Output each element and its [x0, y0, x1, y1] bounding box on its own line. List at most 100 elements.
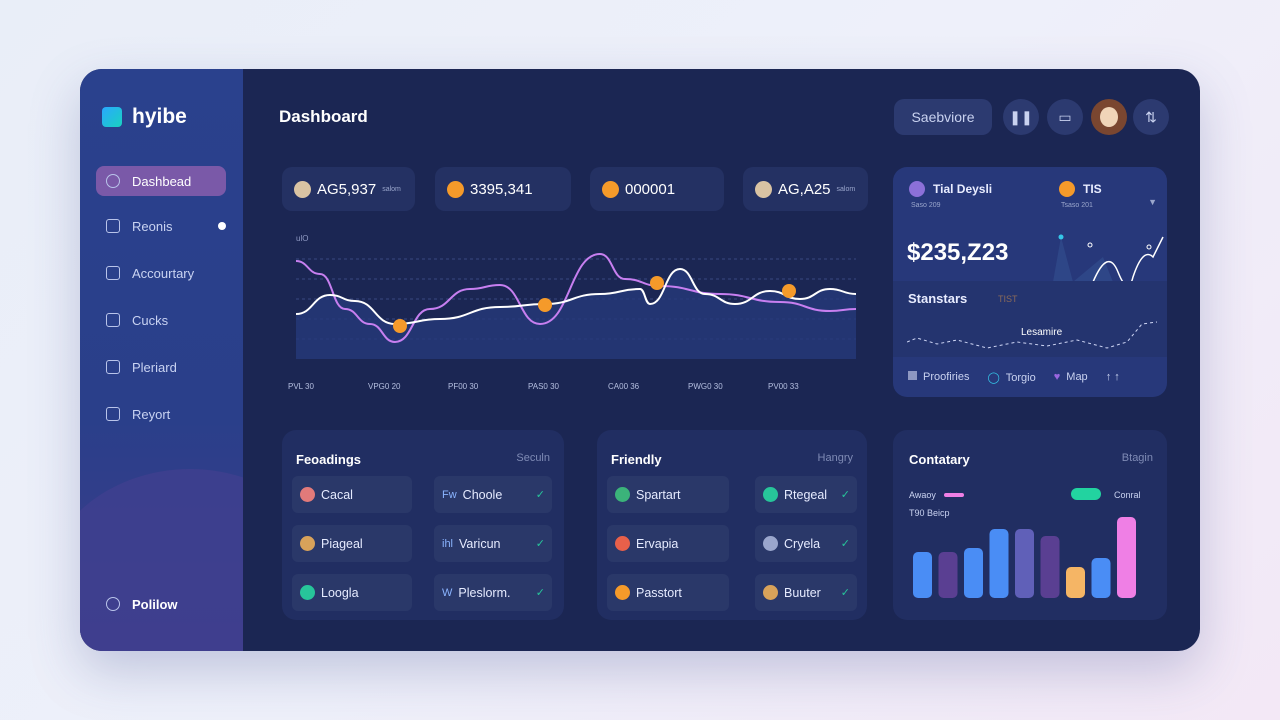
summary-amount: $235,Z23 [907, 239, 1009, 266]
list-item[interactable]: Loogla [292, 574, 412, 611]
data-marker[interactable] [393, 319, 407, 333]
toggle-switch[interactable] [1071, 488, 1101, 500]
avatar [294, 180, 311, 198]
bar[interactable] [1015, 529, 1034, 598]
list-item[interactable]: W Pleslorm. ✓ [434, 574, 552, 611]
list-item[interactable]: ihl Varicun ✓ [434, 525, 552, 562]
sidebar: hyibe Dashbead Reonis Accourtary Cucks P… [80, 69, 243, 651]
sidebar-item-label: Reyort [132, 406, 171, 422]
app-icon [300, 487, 315, 502]
search-button[interactable]: Saebviore [894, 99, 992, 135]
pause-icon: ❚❚ [1009, 108, 1033, 125]
panel-link[interactable]: Btagin [1121, 452, 1153, 464]
list-item[interactable]: Piageal [292, 525, 412, 562]
avatar[interactable] [1091, 99, 1127, 135]
series-line-white [295, 267, 857, 326]
tab-1[interactable]: Tial Deysli [909, 181, 992, 197]
cloud-icon: ◯ [987, 371, 1000, 384]
sidebar-decoration [80, 469, 243, 651]
list-item[interactable]: Cryela ✓ [755, 525, 857, 562]
series-line-purple [295, 252, 857, 344]
data-marker[interactable] [650, 276, 664, 290]
check-icon: ✓ [840, 538, 850, 550]
app-window: hyibe Dashbead Reonis Accourtary Cucks P… [80, 69, 1200, 651]
wallet-button[interactable]: ▭ [1047, 99, 1083, 135]
data-marker[interactable] [782, 284, 796, 298]
bar-chart [913, 517, 1136, 598]
check-icon: ✓ [535, 538, 545, 550]
x-tick-label: PWG0 30 [688, 382, 723, 391]
sidebar-footer-item[interactable]: Polilow [96, 589, 226, 619]
stat-value: 000001 [625, 180, 676, 198]
check-icon: ✓ [840, 489, 850, 501]
bar[interactable] [964, 548, 983, 598]
notification-dot [218, 222, 226, 230]
sidebar-item-accounting[interactable]: Accourtary [96, 258, 226, 288]
item-label: Choole [462, 487, 503, 502]
list-item[interactable]: Fw Choole ✓ [434, 476, 552, 513]
bar[interactable] [1066, 567, 1085, 598]
summary-card: Tial Deysli Saso 209 TIS Tsaso 201 ▼ $23… [893, 167, 1167, 397]
tab-sub: Tsaso 201 [1061, 202, 1093, 209]
sidebar-item-label: Cucks [132, 312, 169, 328]
legend-item[interactable]: ◯ Torgio [987, 371, 1035, 384]
panel-link[interactable]: Seculn [516, 452, 550, 464]
sidebar-item-label: Polilow [132, 596, 178, 612]
item-label: Ervapia [636, 536, 679, 551]
list-item[interactable]: Rtegeal ✓ [755, 476, 857, 513]
item-label: Rtegeal [784, 487, 828, 502]
square-icon [908, 371, 917, 380]
panel-friendly: Friendly Hangry Spartart Rtegeal ✓ Ervapia Cry… [597, 430, 867, 620]
panel-title: Contatary [909, 452, 970, 467]
sidebar-item-planner[interactable]: Pleriard [96, 352, 226, 382]
item-label: Cryela [784, 536, 821, 551]
transfer-button[interactable]: ⇅ [1133, 99, 1169, 135]
list-item[interactable]: Cacal [292, 476, 412, 513]
stat-value: AG,A25 [778, 180, 831, 198]
tab-label: Tial Deysli [933, 182, 993, 196]
section-tag: TIST [998, 294, 1018, 304]
list-item[interactable]: Spartart [607, 476, 729, 513]
list-item[interactable]: Ervapia [607, 525, 729, 562]
sidebar-item-dashboard[interactable]: Dashbead [96, 166, 226, 196]
step-sparkline [907, 321, 1157, 349]
check-icon: ✓ [535, 587, 545, 599]
list-item[interactable]: Buuter ✓ [755, 574, 857, 611]
pause-button[interactable]: ❚❚ [1003, 99, 1039, 135]
sidebar-item-report[interactable]: Reyort [96, 399, 226, 429]
stat-value: AG5,937 [317, 180, 377, 198]
bar[interactable] [913, 552, 932, 598]
sidebar-item-reports[interactable]: Reonis [96, 211, 226, 241]
bar[interactable] [1040, 536, 1060, 598]
bar[interactable] [938, 552, 958, 598]
stat-value: 3395,341 [470, 180, 533, 198]
app-icon [615, 487, 630, 502]
sidebar-item-cucks[interactable]: Cucks [96, 305, 226, 335]
transfer-icon: ⇅ [1145, 108, 1157, 125]
panel-link[interactable]: Hangry [817, 452, 853, 464]
list-item[interactable]: Passtort [607, 574, 729, 611]
item-label: Passtort [636, 585, 682, 600]
bar[interactable] [989, 529, 1009, 598]
tab-sub: Saso 209 [911, 202, 941, 209]
legend-item[interactable]: ♥ Map [1054, 371, 1088, 383]
mini-sparkline [1053, 234, 1164, 282]
app-icon [300, 585, 315, 600]
bar[interactable] [1091, 558, 1111, 598]
check-icon: ✓ [840, 587, 850, 599]
logo[interactable]: hyibe [102, 105, 187, 129]
report-icon [106, 407, 120, 421]
coins-icon [106, 313, 120, 327]
sidebar-item-label: Dashbead [132, 173, 192, 189]
legend-item[interactable]: Proofiries [908, 371, 969, 383]
tab-2[interactable]: TIS [1059, 181, 1102, 197]
bar[interactable] [1117, 517, 1136, 598]
more-icon[interactable]: ↑ ↑ [1105, 371, 1120, 383]
stat-card: 3395,341 [435, 167, 571, 211]
account-icon [106, 266, 120, 280]
line-chart: ulO PVL 30 VPG0 20 PF00 30 PAS0 30 CA00 36 PWG… [288, 234, 857, 391]
stat-card: AG5,937 salom [282, 167, 415, 211]
avatar [755, 180, 772, 198]
dropdown-icon[interactable]: ▼ [1148, 197, 1157, 207]
data-marker[interactable] [538, 298, 552, 312]
